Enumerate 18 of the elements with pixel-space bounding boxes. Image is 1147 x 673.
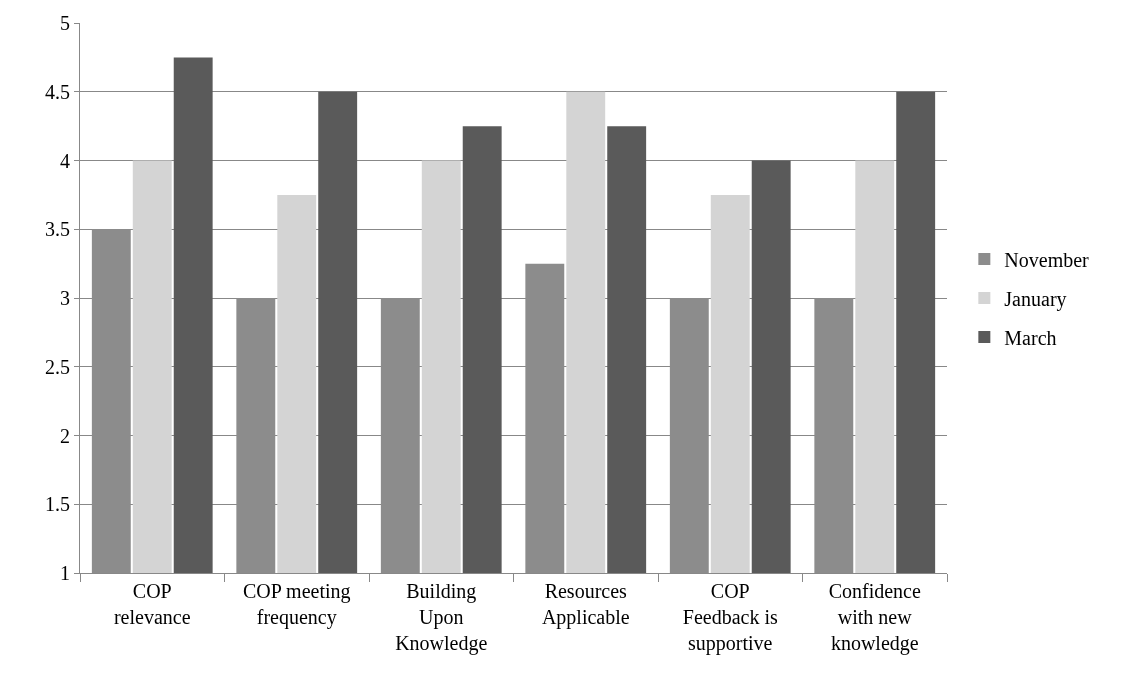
x-tick-label: COP Feedback is supportive bbox=[682, 580, 778, 655]
y-tick-label: 3 bbox=[60, 287, 70, 309]
legend-label: January bbox=[1004, 287, 1067, 311]
x-tick-label: COP relevance bbox=[113, 580, 191, 628]
y-tick-label: 4.5 bbox=[45, 80, 70, 103]
x-tick-label: Building Upon Knowledge bbox=[395, 580, 488, 655]
y-tick-label: 1.5 bbox=[45, 493, 70, 516]
y-tick-label: 3.5 bbox=[45, 218, 70, 241]
x-tick-label: COP meeting frequency bbox=[242, 580, 351, 629]
y-tick-label: 4 bbox=[60, 149, 70, 172]
y-tick-label: 1 bbox=[60, 562, 70, 584]
x-tick-label: Confidence with new knowledge bbox=[828, 580, 921, 655]
y-tick-label: 5 bbox=[60, 12, 70, 34]
y-tick-label: 2 bbox=[60, 424, 70, 447]
y-tick-label: 2.5 bbox=[45, 355, 70, 378]
legend-label: November bbox=[1004, 248, 1090, 271]
x-tick-label: Resources Applicable bbox=[541, 580, 630, 629]
legend-label: March bbox=[1004, 326, 1057, 349]
